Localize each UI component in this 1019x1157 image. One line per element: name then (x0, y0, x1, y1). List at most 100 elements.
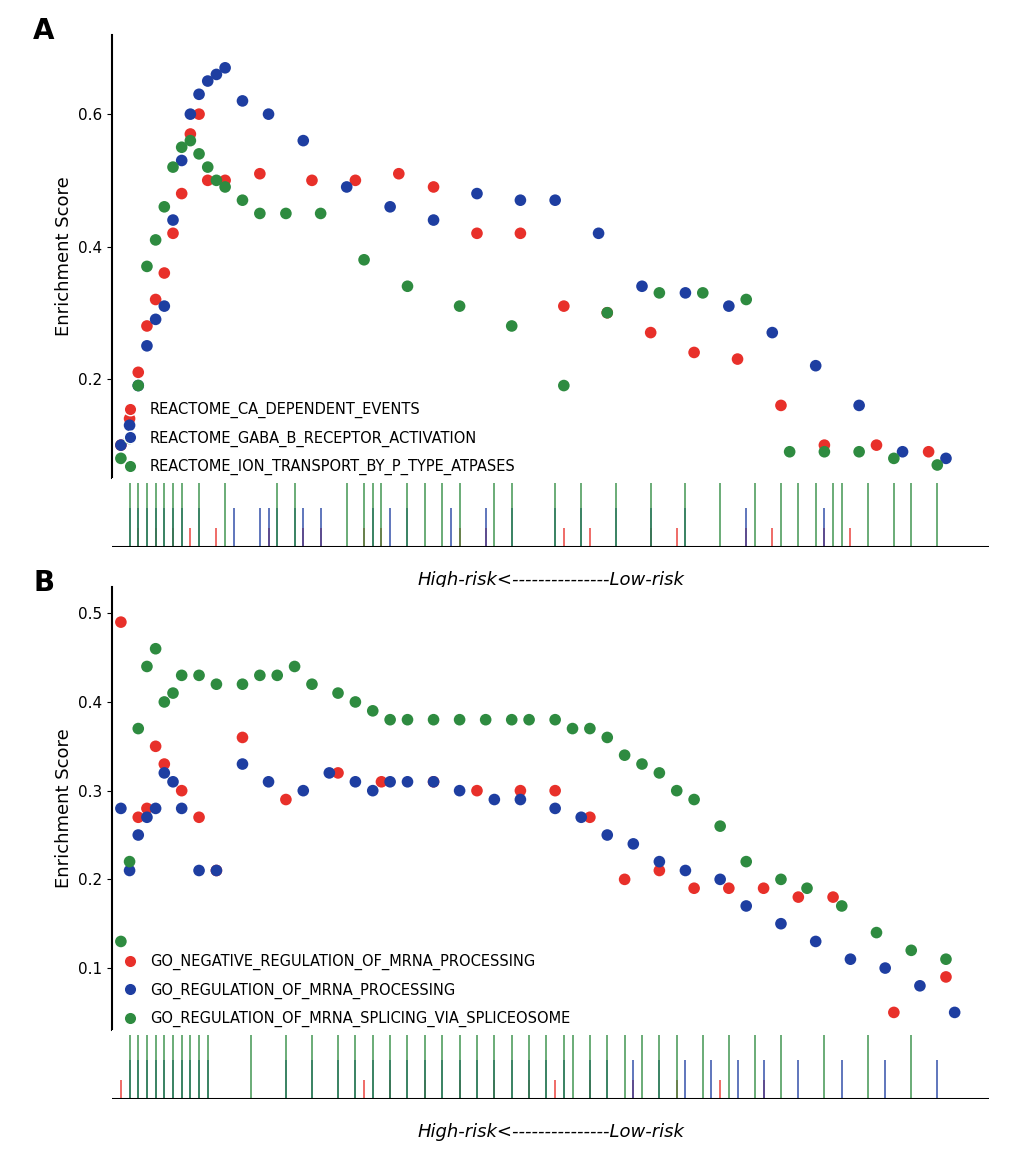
Point (720, 297, 737, 316)
Point (208, 861, 224, 879)
Point (451, 297, 468, 316)
Point (598, 728, 614, 746)
Point (755, 879, 771, 898)
Point (234, 728, 251, 746)
Point (469, 781, 485, 799)
Point (191, 808, 207, 826)
Point (546, 710, 562, 729)
Point (130, 376, 147, 395)
Point (477, 710, 493, 729)
Point (381, 773, 397, 791)
Point (867, 923, 883, 942)
Point (720, 879, 737, 898)
Point (173, 152, 190, 170)
Point (512, 191, 528, 209)
Point (148, 799, 164, 818)
Point (381, 198, 397, 216)
Point (685, 790, 701, 809)
Point (364, 701, 380, 720)
Point (234, 91, 251, 110)
Point (130, 376, 147, 395)
Point (165, 224, 181, 243)
Point (294, 132, 311, 150)
Point (486, 790, 502, 809)
Point (208, 65, 224, 83)
Point (512, 790, 528, 809)
Point (269, 666, 285, 685)
Point (113, 799, 129, 818)
Point (191, 145, 207, 163)
Point (598, 303, 614, 322)
Point (130, 720, 147, 738)
Point (234, 754, 251, 773)
Point (555, 376, 572, 395)
Point (346, 693, 363, 712)
Legend: REACTOME_CA_DEPENDENT_EVENTS, REACTOME_GABA_B_RECEPTOR_ACTIVATION, REACTOME_ION_: REACTOME_CA_DEPENDENT_EVENTS, REACTOME_G… (115, 401, 516, 476)
Text: B: B (34, 569, 54, 597)
Point (677, 283, 693, 302)
Point (148, 737, 164, 756)
Point (234, 191, 251, 209)
Point (694, 283, 710, 302)
Point (919, 442, 935, 460)
Point (312, 204, 328, 222)
Point (139, 257, 155, 275)
Point (156, 198, 172, 216)
Point (790, 887, 806, 906)
Point (139, 337, 155, 355)
Point (390, 164, 407, 183)
Point (139, 808, 155, 826)
Point (738, 897, 754, 915)
Point (876, 959, 893, 978)
Point (304, 675, 320, 693)
Point (252, 164, 268, 183)
Point (615, 746, 632, 765)
Point (113, 613, 129, 632)
Point (503, 317, 520, 336)
Point (121, 429, 138, 448)
Point (165, 684, 181, 702)
Point (685, 879, 701, 898)
Point (738, 853, 754, 871)
Point (729, 349, 745, 368)
Point (650, 853, 666, 871)
Point (121, 861, 138, 879)
Point (139, 657, 155, 676)
Point (842, 950, 858, 968)
Text: A: A (34, 17, 55, 45)
Point (911, 977, 927, 995)
Point (425, 178, 441, 197)
Point (928, 456, 945, 474)
Point (833, 897, 849, 915)
Point (867, 436, 883, 455)
Point (512, 781, 528, 799)
Point (936, 950, 953, 968)
Point (252, 666, 268, 685)
Point (451, 781, 468, 799)
Point (208, 675, 224, 693)
Point (772, 396, 789, 414)
Point (173, 184, 190, 202)
Point (173, 799, 190, 818)
Point (148, 290, 164, 309)
Point (148, 310, 164, 329)
Y-axis label: Enrichment Score: Enrichment Score (55, 177, 72, 337)
Point (512, 224, 528, 243)
Point (399, 773, 416, 791)
Point (685, 344, 701, 362)
Point (260, 773, 276, 791)
Point (200, 72, 216, 90)
Point (625, 834, 641, 853)
Point (113, 436, 129, 455)
Point (763, 323, 780, 341)
Point (304, 171, 320, 190)
Point (798, 879, 814, 898)
Point (902, 941, 918, 959)
Point (894, 442, 910, 460)
Point (130, 826, 147, 845)
Point (208, 171, 224, 190)
Text: High-risk<---------------Low-risk: High-risk<---------------Low-risk (417, 1123, 684, 1141)
Point (850, 396, 866, 414)
Point (633, 277, 649, 295)
Point (815, 442, 832, 460)
